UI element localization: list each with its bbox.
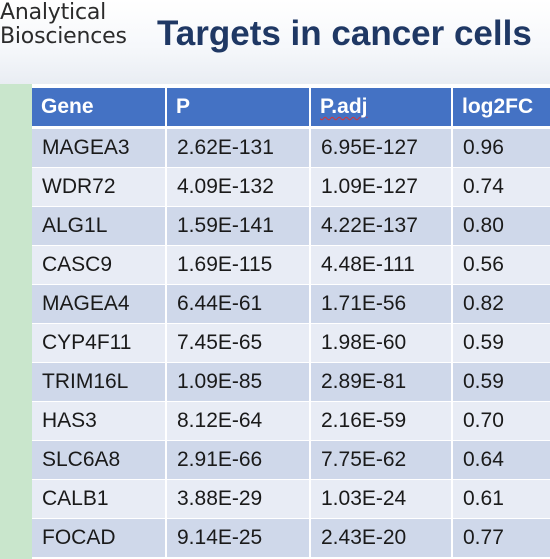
slide-title: Targets in cancer cells (157, 14, 532, 53)
table-row: MAGEA3 2.62E-131 6.95E-127 0.96 (32, 127, 550, 168)
cell-p-adj: 6.95E-127 (310, 127, 453, 168)
cell-p-adj: 1.09E-127 (310, 167, 453, 207)
cell-p-value: 9.14E-25 (166, 518, 311, 558)
cell-log2fc: 0.70 (452, 401, 550, 441)
cell-gene: CYP4F11 (32, 323, 167, 363)
sidebar-accent (0, 84, 32, 559)
cell-log2fc: 0.59 (452, 323, 550, 363)
slide-header: Analytical Biosciences Targets in cancer… (0, 0, 550, 84)
cell-log2fc: 0.56 (452, 245, 550, 285)
cell-log2fc: 0.59 (452, 362, 550, 402)
cell-log2fc: 0.64 (452, 440, 550, 480)
cell-gene: FOCAD (32, 518, 167, 558)
cell-log2fc: 0.82 (452, 284, 550, 324)
cell-gene: CASC9 (32, 245, 167, 285)
cell-p-value: 3.88E-29 (166, 479, 311, 519)
cell-p-value: 2.91E-66 (166, 440, 311, 480)
table-row: SLC6A8 2.91E-66 7.75E-62 0.64 (32, 440, 550, 480)
cell-gene: ALG1L (32, 206, 167, 246)
column-header-log2fc: log2FC (452, 88, 550, 129)
cell-gene: SLC6A8 (32, 440, 167, 480)
cell-log2fc: 0.74 (452, 167, 550, 207)
table-row: TRIM16L 1.09E-85 2.89E-81 0.59 (32, 362, 550, 402)
cell-gene: MAGEA4 (32, 284, 167, 324)
column-header-gene: Gene (32, 88, 167, 129)
cell-p-value: 6.44E-61 (166, 284, 311, 324)
cell-p-adj: 2.43E-20 (310, 518, 453, 558)
table-header-row: Gene P P.adj log2FC (32, 88, 550, 129)
cell-p-value: 1.09E-85 (166, 362, 311, 402)
cell-log2fc: 0.80 (452, 206, 550, 246)
cell-log2fc: 0.96 (452, 127, 550, 168)
table-row: CALB1 3.88E-29 1.03E-24 0.61 (32, 479, 550, 519)
logo-line-1: Analytical (0, 0, 107, 25)
cell-p-value: 1.69E-115 (166, 245, 311, 285)
cell-p-value: 8.12E-64 (166, 401, 311, 441)
cell-p-value: 4.09E-132 (166, 167, 311, 207)
table-row: HAS3 8.12E-64 2.16E-59 0.70 (32, 401, 550, 441)
cell-log2fc: 0.61 (452, 479, 550, 519)
cell-log2fc: 0.77 (452, 518, 550, 558)
cell-p-adj: 7.75E-62 (310, 440, 453, 480)
cell-p-adj: 1.98E-60 (310, 323, 453, 363)
cell-gene: TRIM16L (32, 362, 167, 402)
table-row: CYP4F11 7.45E-65 1.98E-60 0.59 (32, 323, 550, 363)
cell-gene: MAGEA3 (32, 127, 167, 168)
cell-gene: CALB1 (32, 479, 167, 519)
cell-p-adj: 1.71E-56 (310, 284, 453, 324)
table-row: ALG1L 1.59E-141 4.22E-137 0.80 (32, 206, 550, 246)
column-header-p: P (166, 88, 311, 129)
column-header-padj: P.adj (310, 88, 453, 129)
cell-p-adj: 2.16E-59 (310, 401, 453, 441)
cell-p-value: 7.45E-65 (166, 323, 311, 363)
cell-p-adj: 1.03E-24 (310, 479, 453, 519)
cell-p-adj: 4.22E-137 (310, 206, 453, 246)
cell-p-adj: 2.89E-81 (310, 362, 453, 402)
table-row: WDR72 4.09E-132 1.09E-127 0.74 (32, 167, 550, 207)
logo-line-2: Biosciences (0, 24, 127, 49)
table-row: CASC9 1.69E-115 4.48E-111 0.56 (32, 245, 550, 285)
cell-p-value: 1.59E-141 (166, 206, 311, 246)
targets-table: Gene P P.adj log2FC MAGEA3 2.62E-131 6.95E… (32, 88, 550, 558)
cell-gene: HAS3 (32, 401, 167, 441)
cell-gene: WDR72 (32, 167, 167, 207)
cell-p-adj: 4.48E-111 (310, 245, 453, 285)
targets-table-container: Gene P P.adj log2FC MAGEA3 2.62E-131 6.95E… (32, 88, 550, 558)
cell-p-value: 2.62E-131 (166, 127, 311, 168)
table-row: FOCAD 9.14E-25 2.43E-20 0.77 (32, 518, 550, 558)
table-row: MAGEA4 6.44E-61 1.71E-56 0.82 (32, 284, 550, 324)
